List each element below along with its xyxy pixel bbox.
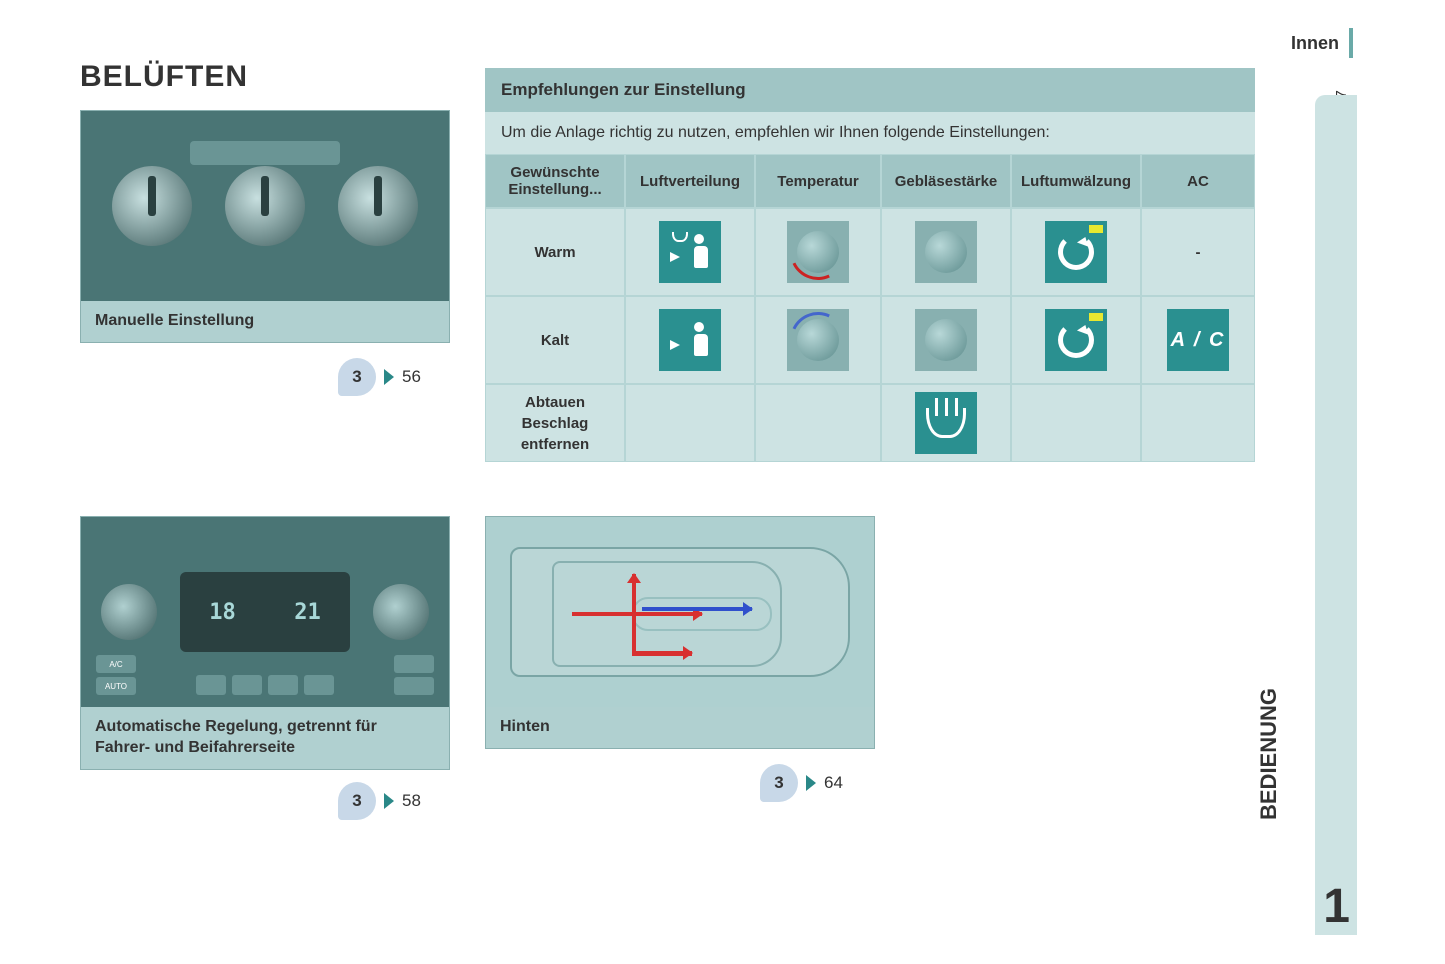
- ref-chapter-bubble: 3: [338, 782, 376, 820]
- auto-panel: 18 21 A/C AUTO: [81, 517, 449, 707]
- left-button-group: A/C AUTO: [96, 655, 136, 695]
- temperature-cold-icon: [787, 309, 849, 371]
- rear-airflow-image: [486, 517, 874, 707]
- page-reference-rear: 3 64: [760, 764, 843, 802]
- temperature-knob: [338, 166, 418, 246]
- side-section-label: BEDIENUNG: [1203, 654, 1335, 854]
- col-header-setting: Gewünschte Einstellung...: [485, 154, 625, 208]
- figure-auto-control: 18 21 A/C AUTO A: [80, 516, 450, 770]
- table-title: Empfehlungen zur Einstellung: [485, 68, 1255, 112]
- auto-control-image: 18 21 A/C AUTO: [81, 517, 449, 707]
- ref-chapter-bubble: 3: [760, 764, 798, 802]
- figure-caption: Automatische Regelung, getrennt für Fahr…: [81, 707, 449, 769]
- button-strip: [190, 141, 340, 165]
- recirc-off-icon: [1045, 309, 1107, 371]
- driver-temp-knob: [101, 584, 157, 640]
- distribution-warm-icon: [659, 221, 721, 283]
- page-reference-auto: 3 58: [338, 782, 421, 820]
- temperature-hot-icon: [787, 221, 849, 283]
- cell-warm-recirc: [1011, 208, 1141, 296]
- manual-control-image: [81, 111, 449, 301]
- car-top-view: [510, 547, 850, 677]
- recommendations-table: Empfehlungen zur Einstellung Um die Anla…: [485, 68, 1255, 462]
- recirc-off-icon: [1045, 221, 1107, 283]
- table-intro: Um die Anlage richtig zu nutzen, empfehl…: [485, 112, 1255, 154]
- rear-defrost-button: [394, 655, 434, 673]
- ref-page-number: 56: [402, 367, 421, 387]
- page-title: BELÜFTEN: [80, 60, 248, 94]
- col-header-fan: Gebläsestärke: [881, 154, 1011, 208]
- center-button-row: [196, 675, 334, 695]
- cell-warm-temperature: [755, 208, 881, 296]
- row-header-defrost: Abtauen Beschlag entfernen: [485, 384, 625, 462]
- header-accent-bar: [1349, 28, 1353, 58]
- mode-button-2: [232, 675, 262, 695]
- cell-cold-temperature: [755, 296, 881, 384]
- mode-button-3: [268, 675, 298, 695]
- cell-cold-ac: A / C: [1141, 296, 1255, 384]
- right-button-group: [394, 655, 434, 695]
- fan-speed-icon: [915, 309, 977, 371]
- air-distribution-knob: [112, 166, 192, 246]
- cell-defrost-temperature: [755, 384, 881, 462]
- figure-manual-control: Manuelle Einstellung: [80, 110, 450, 343]
- figure-caption: Hinten: [486, 707, 874, 748]
- cell-defrost-ac: [1141, 384, 1255, 462]
- manual-panel: [81, 111, 449, 301]
- figure-caption: Manuelle Einstellung: [81, 301, 449, 342]
- driver-temp-value: 18: [209, 600, 236, 625]
- blank-button: [394, 677, 434, 695]
- passenger-temp-value: 21: [294, 600, 321, 625]
- header-section: Innen: [1291, 28, 1353, 58]
- cell-defrost-recirc: [1011, 384, 1141, 462]
- header-label: Innen: [1291, 33, 1349, 54]
- col-header-distribution: Luftverteilung: [625, 154, 755, 208]
- cell-cold-fan: [881, 296, 1011, 384]
- col-header-recirc: Luftumwälzung: [1011, 154, 1141, 208]
- airflow-arrow-forward-blue: [642, 607, 752, 611]
- passenger-temp-knob: [373, 584, 429, 640]
- climate-display: 18 21: [180, 572, 350, 652]
- ref-arrow-icon: [806, 775, 816, 791]
- mode-button-4: [304, 675, 334, 695]
- cell-defrost-distribution: [625, 384, 755, 462]
- ref-chapter-bubble: 3: [338, 358, 376, 396]
- row-header-warm: Warm: [485, 208, 625, 296]
- col-header-ac: AC: [1141, 154, 1255, 208]
- airflow-arrow-down: [632, 651, 692, 655]
- col-header-temperature: Temperatur: [755, 154, 881, 208]
- fan-speed-knob: [225, 166, 305, 246]
- ref-arrow-icon: [384, 793, 394, 809]
- auto-button: AUTO: [96, 677, 136, 695]
- cell-warm-ac: -: [1141, 208, 1255, 296]
- ac-button: A/C: [96, 655, 136, 673]
- ref-page-number: 58: [402, 791, 421, 811]
- cell-warm-distribution: [625, 208, 755, 296]
- cell-warm-fan: [881, 208, 1011, 296]
- cell-defrost-fan: [881, 384, 1011, 462]
- cell-cold-recirc: [1011, 296, 1141, 384]
- row-header-cold: Kalt: [485, 296, 625, 384]
- airflow-arrow-forward-red: [572, 612, 702, 616]
- table-grid: Gewünschte Einstellung... Luftverteilung…: [485, 154, 1255, 462]
- chapter-number: 1: [1323, 879, 1350, 934]
- defrost-icon: [915, 392, 977, 454]
- cell-cold-distribution: [625, 296, 755, 384]
- fan-speed-icon: [915, 221, 977, 283]
- figure-rear-airflow: Hinten: [485, 516, 875, 749]
- mode-button-1: [196, 675, 226, 695]
- ref-page-number: 64: [824, 773, 843, 793]
- ac-label: A / C: [1171, 329, 1226, 352]
- ref-arrow-icon: [384, 369, 394, 385]
- distribution-cold-icon: [659, 309, 721, 371]
- page-reference-manual: 3 56: [338, 358, 421, 396]
- ac-on-icon: A / C: [1167, 309, 1229, 371]
- manual-page: Innen 17 BEDIENUNG 1 BELÜFTEN Manuelle E…: [0, 0, 1445, 964]
